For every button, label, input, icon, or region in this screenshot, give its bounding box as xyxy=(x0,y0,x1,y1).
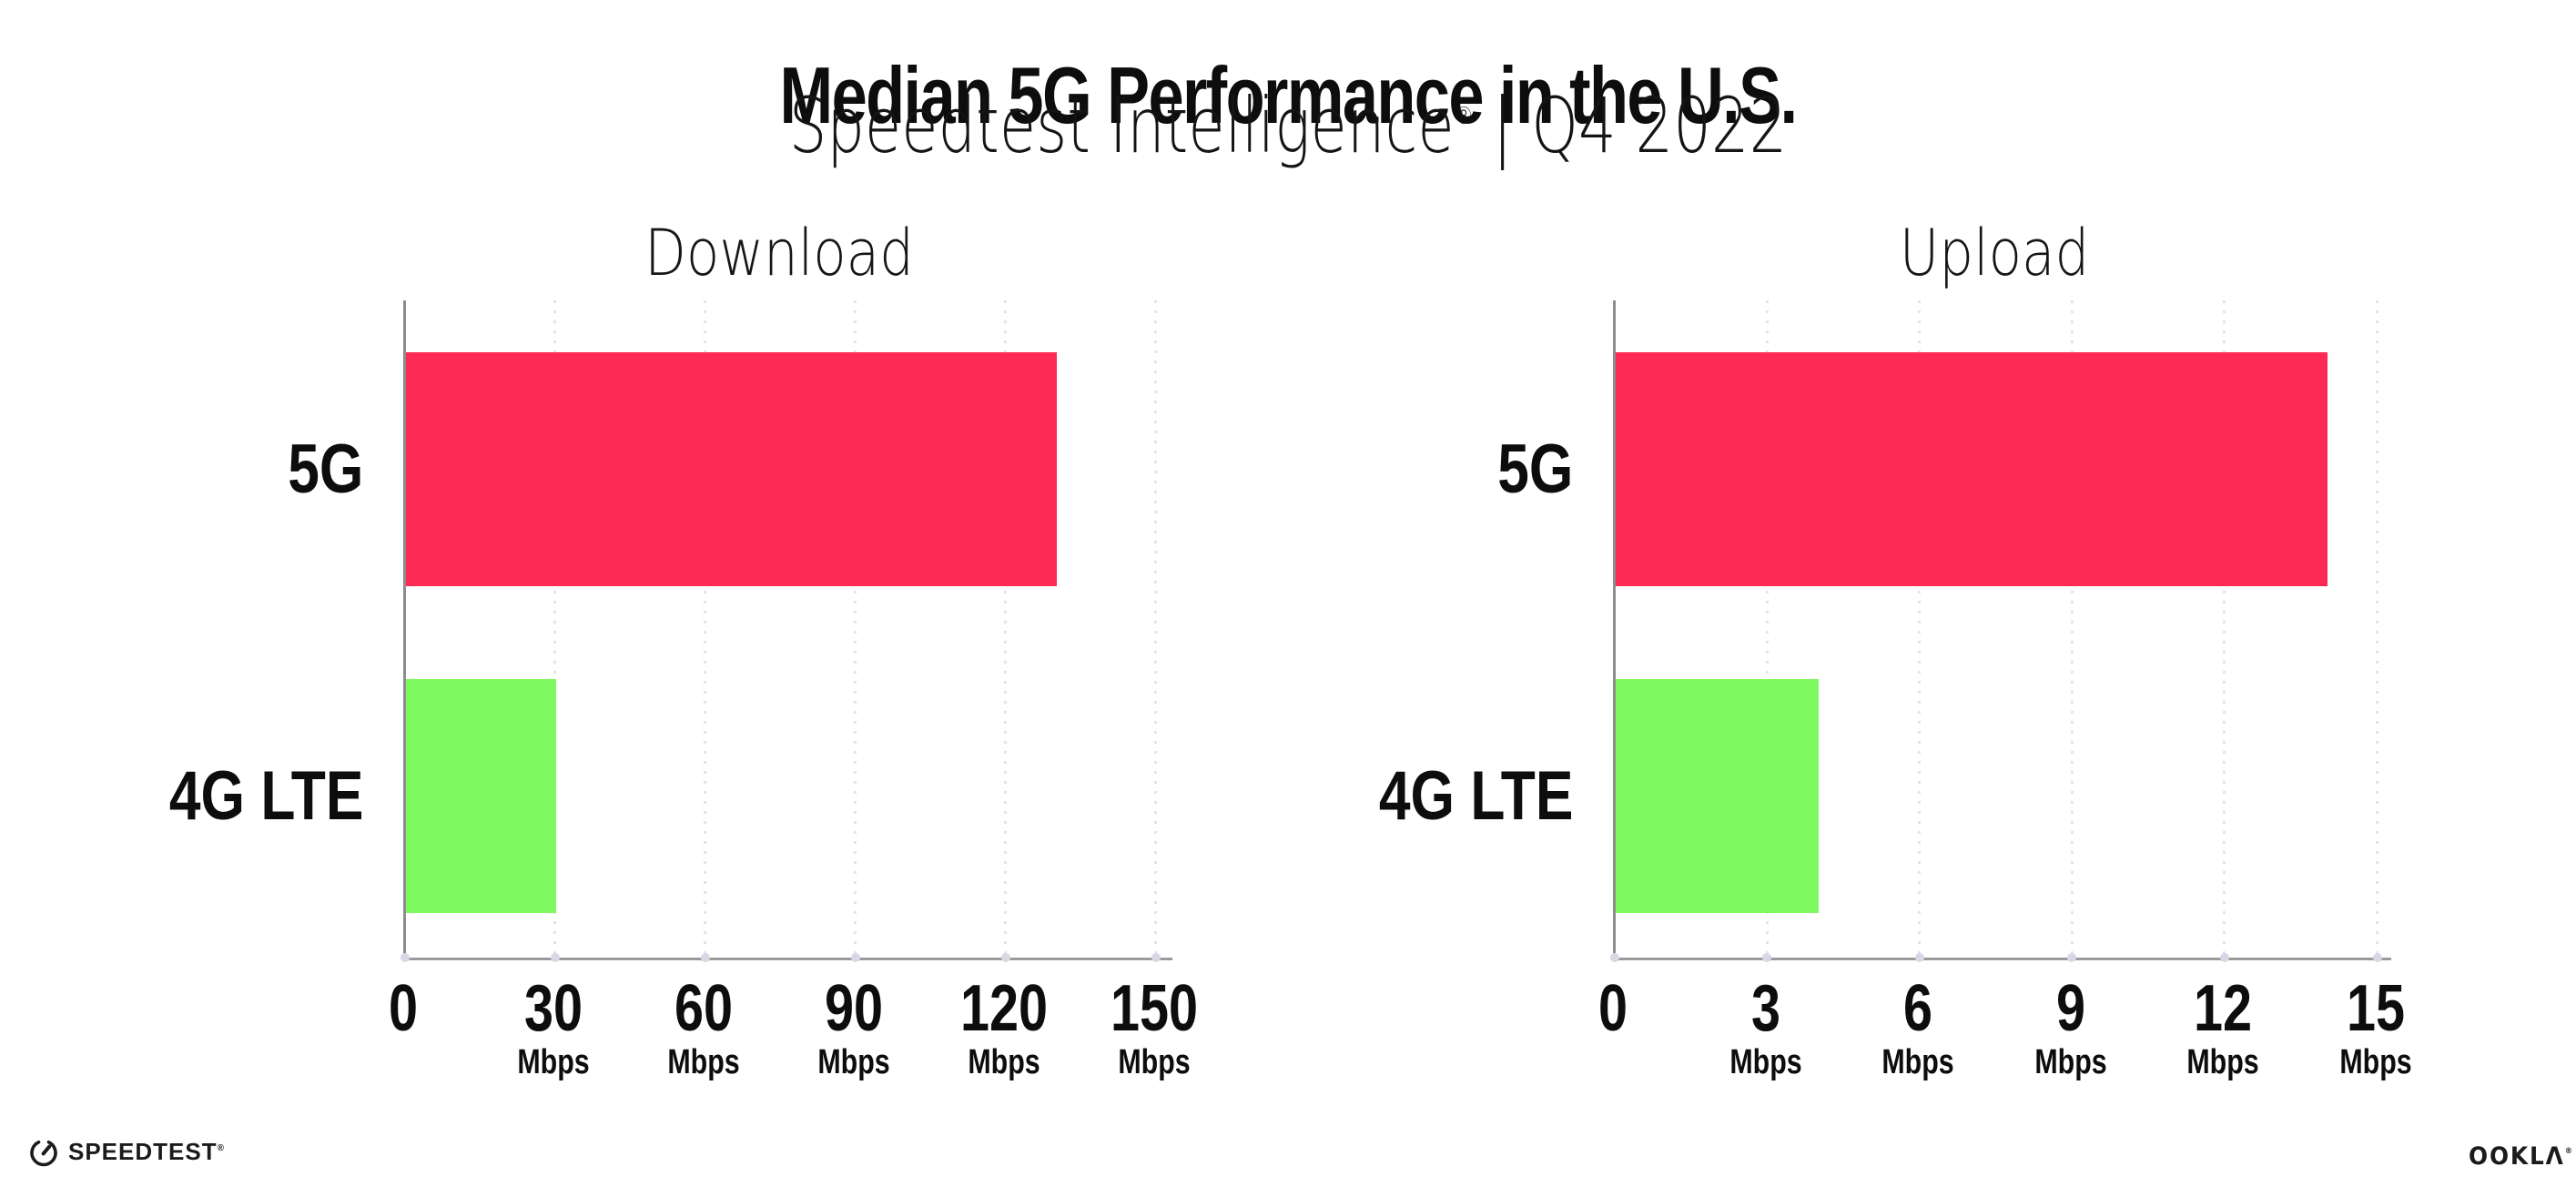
tick-label-90: 90 xyxy=(824,972,884,1045)
tick-label-15: 15 xyxy=(2346,972,2406,1045)
tick-label-120: 120 xyxy=(959,972,1049,1045)
subtitle-period: | Q4 2022 xyxy=(1473,81,1788,170)
axis-tick-dot-90 xyxy=(850,953,860,962)
plot-area-upload xyxy=(1609,300,2391,962)
axis-tick-dot-120 xyxy=(1000,953,1010,962)
axis-tick-dot-12 xyxy=(2219,953,2229,962)
registered-trademark-icon: ® xyxy=(1454,102,1474,131)
tick-unit-label-60: Mbps xyxy=(667,1043,740,1081)
gridline-90 xyxy=(854,300,857,958)
tick-unit-label-30: Mbps xyxy=(517,1043,590,1081)
bar-5g-upload xyxy=(1616,352,2328,586)
category-label-5g: 5G xyxy=(1496,430,1573,508)
axis-tick-dot-60 xyxy=(700,953,710,962)
speedtest-label: SPEEDTEST xyxy=(68,1138,218,1165)
tick-unit-label-3: Mbps xyxy=(1729,1043,1802,1081)
tick-unit-label-120: Mbps xyxy=(968,1043,1040,1081)
category-label-4g-lte: 4G LTE xyxy=(168,756,363,835)
bar-4g-lte-download xyxy=(406,679,556,913)
subtitle-brand: Speedtest Intelligence xyxy=(788,81,1455,170)
gridline-150 xyxy=(1154,300,1157,958)
page-title: Median 5G Performance in the U.S. xyxy=(779,49,1799,140)
axis-tick-dot-0 xyxy=(1609,953,1619,962)
category-label-5g: 5G xyxy=(287,430,363,508)
tick-label-0: 0 xyxy=(388,972,419,1045)
bar-5g-download xyxy=(406,352,1057,586)
ookla-logo: OOKLΛ® xyxy=(2469,1144,2572,1169)
tick-label-0: 0 xyxy=(1597,972,1628,1045)
tick-unit-label-15: Mbps xyxy=(2339,1043,2412,1081)
tick-label-30: 30 xyxy=(523,972,583,1045)
axis-tick-dot-3 xyxy=(1762,953,1772,962)
gridline-30 xyxy=(553,300,556,958)
axis-tick-dot-150 xyxy=(1151,953,1161,962)
axis-tick-dot-0 xyxy=(400,953,410,962)
tick-unit-label-6: Mbps xyxy=(1881,1043,1954,1081)
tick-label-12: 12 xyxy=(2194,972,2253,1045)
ookla-trademark-icon: ® xyxy=(2564,1147,2573,1156)
tick-unit-label-150: Mbps xyxy=(1118,1043,1191,1081)
axis-tick-dot-30 xyxy=(550,953,560,962)
plot-area-download xyxy=(400,300,1172,962)
chart-title-upload: Upload xyxy=(1899,216,2090,290)
gridline-12 xyxy=(2223,300,2226,958)
tick-unit-label-12: Mbps xyxy=(2186,1043,2260,1081)
category-label-4g-lte: 4G LTE xyxy=(1378,756,1573,835)
tick-unit-label-90: Mbps xyxy=(817,1043,890,1081)
gridline-120 xyxy=(1004,300,1007,958)
axis-tick-dot-9 xyxy=(2067,953,2077,962)
axis-tick-dot-15 xyxy=(2372,953,2382,962)
tick-label-6: 6 xyxy=(1903,972,1933,1045)
gridline-15 xyxy=(2376,300,2378,958)
tick-label-150: 150 xyxy=(1110,972,1199,1045)
gridline-3 xyxy=(1765,300,1769,958)
gridline-6 xyxy=(1918,300,1922,958)
gridline-60 xyxy=(704,300,706,958)
gridline-9 xyxy=(2070,300,2074,958)
tick-label-3: 3 xyxy=(1750,972,1780,1045)
speedtest-wordmark: SPEEDTEST® xyxy=(68,1140,225,1163)
speedtest-trademark-icon: ® xyxy=(217,1143,225,1153)
ookla-label: OOKLΛ xyxy=(2469,1142,2565,1171)
chart-title-download: Download xyxy=(644,216,914,290)
speedtest-gauge-icon xyxy=(27,1135,60,1168)
tick-label-60: 60 xyxy=(674,972,734,1045)
speedtest-logo: SPEEDTEST® xyxy=(27,1135,225,1168)
axis-tick-dot-6 xyxy=(1914,953,1924,962)
tick-unit-label-9: Mbps xyxy=(2034,1043,2107,1081)
page-subtitle: Speedtest Intelligence® | Q4 2022 xyxy=(789,87,1788,164)
tick-label-9: 9 xyxy=(2055,972,2085,1045)
bar-4g-lte-upload xyxy=(1616,679,1820,913)
